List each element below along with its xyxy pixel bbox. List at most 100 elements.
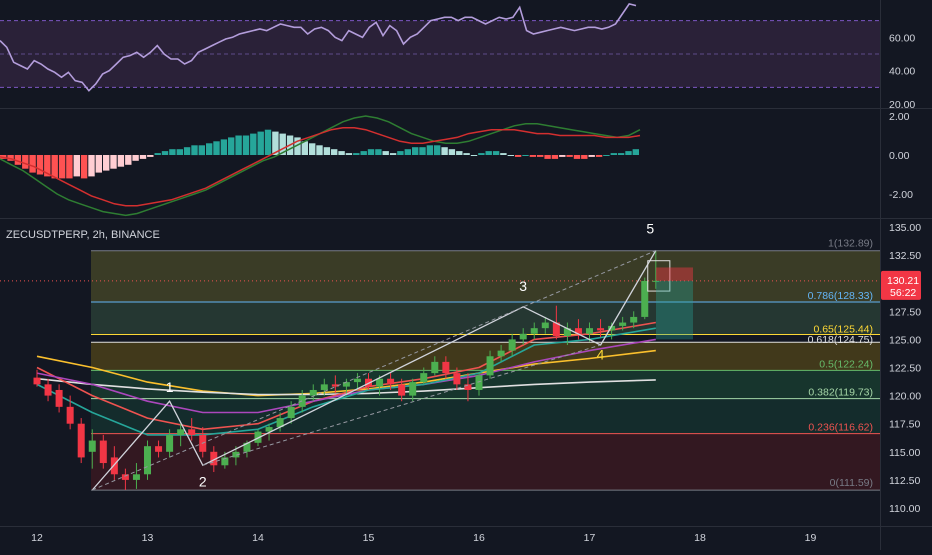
macd-histogram-bar xyxy=(617,153,625,155)
fib-zone xyxy=(91,301,880,335)
macd-histogram-bar xyxy=(191,145,198,156)
candle-body xyxy=(243,442,251,452)
time-axis[interactable]: 12 13 14 15 16 17 18 19 xyxy=(0,526,932,545)
price-axis-tick: 127.50 xyxy=(889,306,921,318)
candle-body xyxy=(619,322,627,326)
short-position-tool[interactable] xyxy=(656,267,693,340)
candle-body xyxy=(376,378,384,387)
fib-level-label: 0.236(116.62) xyxy=(808,422,873,434)
macd-histogram-bar xyxy=(456,151,463,155)
candle-body xyxy=(342,382,350,387)
macd-histogram-bar xyxy=(242,135,250,155)
time-axis-label: 16 xyxy=(473,532,485,544)
fib-level-label: 0(111.59) xyxy=(830,477,873,489)
moving-average-line xyxy=(36,327,656,436)
candle-body xyxy=(475,375,483,390)
price-axis-tick: 112.50 xyxy=(889,475,920,487)
price-axis[interactable]: 135.00 132.50 127.50 125.00 122.50 120.00 117.… xyxy=(880,0,922,550)
position-target-zone xyxy=(656,280,693,340)
macd-histogram-bar xyxy=(331,149,338,155)
time-axis-label: 14 xyxy=(252,532,264,544)
fib-zone xyxy=(91,342,880,371)
macd-histogram-bar xyxy=(360,151,367,155)
wave-label: 4 xyxy=(597,347,605,363)
macd-histogram-bar xyxy=(507,155,514,156)
macd-histogram-bar xyxy=(58,155,66,179)
macd-histogram-bar xyxy=(309,143,316,155)
candle-body xyxy=(431,361,439,374)
macd-histogram-bar xyxy=(448,149,456,155)
macd-histogram-bar xyxy=(573,155,581,159)
fib-level-label: 0.618(124.75) xyxy=(808,334,873,346)
macd-histogram-bar xyxy=(345,153,353,155)
time-axis-label: 15 xyxy=(363,532,375,544)
macd-histogram-bar xyxy=(338,151,345,155)
symbol-label: ZECUSDTPERP, 2h, BINANCE xyxy=(6,229,160,241)
candle-body xyxy=(387,378,395,385)
macd-histogram-bar xyxy=(51,155,58,179)
candle-body xyxy=(232,451,240,458)
candle-body xyxy=(608,325,616,331)
macd-histogram-bar xyxy=(14,155,22,165)
macd-histogram-bar xyxy=(264,129,272,155)
macd-histogram-bar xyxy=(7,155,14,161)
moving-averages xyxy=(36,321,656,436)
candle-body xyxy=(630,316,638,323)
elliott-wave-drawing[interactable]: 1 2 3 4 5 xyxy=(91,221,671,491)
candle-body xyxy=(155,446,163,452)
candle-body xyxy=(409,382,417,396)
macd-histogram-bar xyxy=(559,155,566,157)
time-axis-label: 18 xyxy=(694,532,706,544)
candle-body xyxy=(166,434,174,452)
macd-histogram-bar xyxy=(213,141,220,155)
price-axis-tick: 122.50 xyxy=(889,363,921,375)
rsi-pane: 60.00 40.00 20.00 xyxy=(0,2,932,111)
fib-level-label: 0.786(128.33) xyxy=(808,290,873,302)
macd-histogram-bar xyxy=(132,155,139,161)
macd-histogram-bar xyxy=(117,155,125,167)
time-axis-label: 17 xyxy=(584,532,596,544)
fib-level-label: 0.382(119.73) xyxy=(808,387,873,399)
macd-histogram-bar xyxy=(235,135,242,155)
price-axis-tick: 125.00 xyxy=(889,334,921,346)
candle-body xyxy=(398,384,406,396)
macd-histogram-bar xyxy=(44,155,51,177)
price-axis-tick: 120.00 xyxy=(889,391,921,403)
macd-histogram-bar xyxy=(169,149,176,155)
fibonacci-retracement[interactable]: 1(132.89) 0.786(128.33) 0.65(125.44)0.618(… xyxy=(0,238,880,491)
candle-body xyxy=(453,373,461,385)
macd-histogram-bar xyxy=(603,155,610,156)
rsi-axis-tick: 60.00 xyxy=(889,32,915,44)
current-price-value: 130.21 xyxy=(887,275,919,287)
candle-body xyxy=(110,457,118,475)
macd-histogram-bar xyxy=(419,147,426,155)
price-countdown: 56:22 xyxy=(890,287,916,299)
macd-histogram-bar xyxy=(544,155,551,159)
wave-label: 1 xyxy=(166,379,174,395)
macd-histogram-bar xyxy=(595,155,603,157)
time-axis-label: 12 xyxy=(31,532,43,544)
fib-level-label: 0.65(125.44) xyxy=(813,323,873,335)
macd-axis-tick: -2.00 xyxy=(889,189,913,201)
macd-histogram-bar xyxy=(434,145,441,156)
wave-channel-line xyxy=(202,344,601,466)
candle-body xyxy=(597,328,605,331)
candle-body xyxy=(66,406,74,424)
fib-level-label: 0.5(122.24) xyxy=(819,358,873,370)
fib-zone xyxy=(91,250,880,302)
candle-body xyxy=(563,328,571,337)
moving-average-line xyxy=(36,338,656,414)
rsi-background-band xyxy=(0,20,880,88)
macd-histogram-bar xyxy=(537,155,544,157)
candle-body xyxy=(99,440,107,464)
price-axis-tick: 132.50 xyxy=(889,250,921,262)
macd-histogram-bar xyxy=(176,149,183,155)
candle-body xyxy=(508,339,516,351)
candle-body xyxy=(77,423,85,458)
candle-body xyxy=(276,418,284,428)
wave-label: 3 xyxy=(519,278,527,294)
macd-histogram-bar xyxy=(272,131,279,155)
